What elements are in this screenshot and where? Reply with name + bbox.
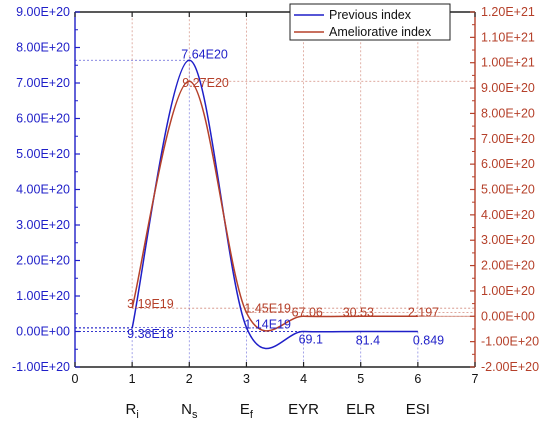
x-tick-label: 7 xyxy=(472,372,479,386)
x-tick-label: 3 xyxy=(243,372,250,386)
left-y-tick-label: 7.00E+20 xyxy=(16,76,70,90)
left-y-tick-label: 3.00E+20 xyxy=(16,218,70,232)
legend-entry-label: Previous index xyxy=(329,8,412,22)
category-label: ESI xyxy=(406,401,430,418)
legend-entry-label: Ameliorative index xyxy=(329,25,432,39)
right-y-tick-label: 0.00E+00 xyxy=(481,309,535,323)
x-tick-label: 5 xyxy=(357,372,364,386)
series-line-previous-index xyxy=(131,59,418,350)
category-label: Ef xyxy=(240,401,254,421)
data-label: 1.45E19 xyxy=(244,302,291,316)
right-y-tick-label: 2.00E+20 xyxy=(481,259,535,273)
right-y-tick-label: 8.00E+20 xyxy=(481,106,535,120)
series-line-ameliorative-index xyxy=(131,80,418,332)
data-label: 7.64E20 xyxy=(181,47,228,61)
data-label: 9.27E20 xyxy=(182,76,229,90)
category-label-subscript: i xyxy=(136,409,138,421)
right-y-tick-label: -2.00E+20 xyxy=(481,360,539,374)
left-y-tick-label: 8.00E+20 xyxy=(16,41,70,55)
left-y-tick-label: 0.00E+00 xyxy=(16,325,70,339)
left-y-tick-label: 2.00E+20 xyxy=(16,254,70,268)
category-label-main: EYR xyxy=(288,401,319,418)
data-label: 69.1 xyxy=(299,333,323,347)
legend: Previous index Ameliorative index xyxy=(289,3,451,41)
data-label: 2.197 xyxy=(408,305,439,319)
category-label-main: E xyxy=(240,401,250,418)
category-label-main: ESI xyxy=(406,401,430,418)
data-label: 81.4 xyxy=(356,334,380,348)
x-tick-label: 0 xyxy=(72,372,79,386)
category-label-main: N xyxy=(181,401,192,418)
category-label-main: R xyxy=(125,401,136,418)
series-curves xyxy=(131,59,418,350)
data-label: 0.849 xyxy=(413,334,444,348)
category-label: Ns xyxy=(181,401,198,421)
left-y-tick-label: 4.00E+20 xyxy=(16,183,70,197)
left-y-tick-label: 6.00E+20 xyxy=(16,112,70,126)
data-label: 1.14E19 xyxy=(244,317,291,331)
right-y-tick-label: 4.00E+20 xyxy=(481,208,535,222)
right-y-tick-label: -1.00E+20 xyxy=(481,335,539,349)
right-y-tick-label: 1.10E+21 xyxy=(481,30,535,44)
right-y-tick-label: 1.20E+21 xyxy=(481,5,535,19)
legend-box xyxy=(289,3,451,41)
right-y-tick-label: 7.00E+20 xyxy=(481,132,535,146)
data-label: 9.38E18 xyxy=(127,327,174,341)
right-y-axis: -2.00E+20 -1.00E+20 0.00E+00 1.00E+20 2.00E+… xyxy=(470,5,539,374)
right-y-tick-label: 1.00E+21 xyxy=(481,56,535,70)
left-y-tick-label: 5.00E+20 xyxy=(16,147,70,161)
data-label: 3.19E19 xyxy=(127,297,174,311)
left-y-tick-label: -1.00E+20 xyxy=(12,360,70,374)
category-label: Ri xyxy=(125,401,138,421)
left-y-tick-label: 1.00E+20 xyxy=(16,289,70,303)
category-label-main: ELR xyxy=(346,401,375,418)
x-tick-label: 4 xyxy=(300,372,307,386)
category-label: EYR xyxy=(288,401,319,418)
x-tick-label: 1 xyxy=(129,372,136,386)
data-labels: 9.38E18 7.64E20 1.14E19 69.1 81.4 0.849 3.19E1… xyxy=(127,47,444,347)
x-tick-label: 2 xyxy=(186,372,193,386)
right-y-tick-label: 5.00E+20 xyxy=(481,183,535,197)
right-y-tick-label: 6.00E+20 xyxy=(481,157,535,171)
category-label-subscript: s xyxy=(192,409,198,421)
data-label: 67.06 xyxy=(292,305,323,319)
category-label: ELR xyxy=(346,401,375,418)
right-y-tick-label: 9.00E+20 xyxy=(481,81,535,95)
left-y-axis: -1.00E+20 0.00E+00 1.00E+20 2.00E+20 3.00E+2… xyxy=(12,5,80,374)
right-y-tick-label: 1.00E+20 xyxy=(481,284,535,298)
category-labels: Ri Ns Ef EYR ELR ESI xyxy=(125,401,429,421)
left-y-tick-label: 9.00E+20 xyxy=(16,5,70,19)
right-y-tick-label: 3.00E+20 xyxy=(481,233,535,247)
x-tick-label: 6 xyxy=(414,372,421,386)
data-label: 30.53 xyxy=(343,305,374,319)
category-label-subscript: f xyxy=(250,409,254,421)
